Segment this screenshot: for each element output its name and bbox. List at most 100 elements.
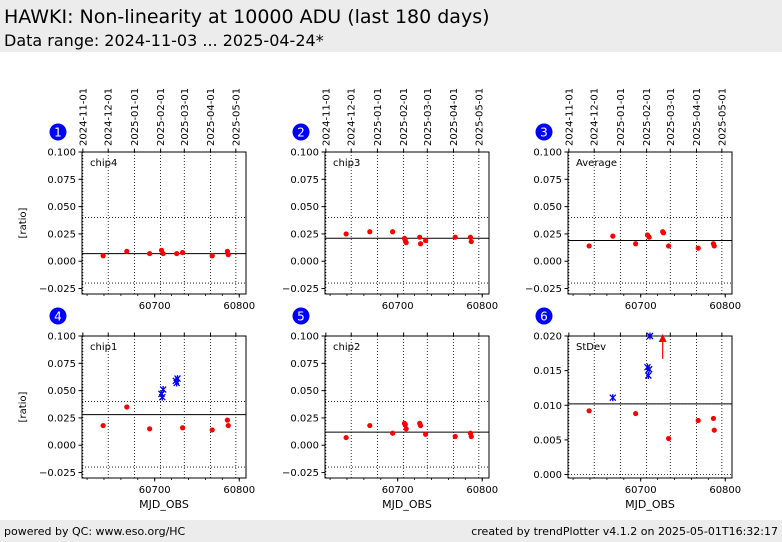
offscale-arrow-head [658, 334, 667, 342]
y-tick-label: −0.025 [282, 284, 319, 295]
x-tick-label: 60700 [139, 485, 171, 496]
data-point [695, 245, 701, 251]
y-tick-label: 0.020 [533, 332, 562, 343]
chart-panel-5: −0.025 0.000 0.025 0.050 0.075 0.100 60700 6080… [282, 307, 498, 511]
data-point [422, 237, 429, 244]
y-tick-label: 0.050 [47, 386, 76, 397]
plot-frame [324, 151, 490, 295]
data-point [711, 243, 717, 249]
x-axis-label: MJD_OBS [139, 498, 189, 511]
data-point [633, 241, 639, 247]
footer-bar: powered by QC: www.eso.org/HC created by… [0, 520, 782, 542]
y-tick-label: 0.000 [290, 441, 319, 452]
y-tick-label: 0.100 [533, 148, 562, 159]
data-point [225, 422, 231, 429]
data-point [124, 248, 130, 254]
y-tick-label: −0.025 [39, 284, 76, 295]
panel-number: 1 [54, 126, 62, 140]
panel-label: chip1 [90, 342, 117, 353]
date-tick-label: 2025-05-01 [717, 88, 728, 146]
date-tick-label: 2025-04-01 [206, 88, 217, 146]
y-tick-label: 0.000 [47, 441, 76, 452]
x-axis-label: MJD_OBS [382, 498, 432, 511]
data-point [224, 417, 231, 423]
panel-number: 4 [54, 310, 62, 324]
chart-panel-3: −0.025 0.000 0.025 0.050 0.075 0.100 60700 6080… [525, 88, 741, 312]
x-tick-label: 60700 [625, 301, 657, 312]
data-point [225, 252, 231, 258]
date-tick-label: 2025-01-01 [130, 88, 141, 146]
x-tick-label: 60800 [709, 485, 741, 496]
x-tick-label: 60800 [709, 301, 741, 312]
y-tick-label: 0.025 [290, 229, 319, 240]
plot-frame [567, 151, 733, 295]
chart-panel-1: −0.025 0.000 0.025 0.050 0.075 0.100 60700 6080… [18, 88, 255, 312]
y-tick-label: 0.000 [533, 470, 562, 481]
data-point [452, 234, 458, 240]
date-tick-label: 2025-05-01 [474, 88, 485, 146]
data-point-outlier [158, 393, 166, 401]
data-point [179, 249, 186, 256]
y-tick-label: 0.025 [47, 413, 76, 424]
data-point [695, 417, 701, 424]
panel-label: chip2 [333, 342, 360, 353]
chart-panel-4: −0.025 0.000 0.025 0.050 0.075 0.100 60700 6080… [18, 307, 255, 511]
y-tick-label: 0.000 [290, 257, 319, 268]
data-point [343, 231, 349, 237]
data-point [100, 253, 106, 259]
plot-frame [567, 335, 733, 479]
data-point [660, 230, 667, 236]
data-point-outlier [159, 386, 167, 394]
data-point [209, 253, 215, 259]
date-tick-label: 2025-01-01 [373, 88, 384, 146]
x-tick-label: 60700 [382, 301, 414, 312]
y-tick-label: 0.000 [533, 257, 562, 268]
plot-frame [81, 335, 247, 479]
data-point-outlier [174, 375, 181, 383]
date-tick-label: 2024-11-01 [78, 88, 89, 146]
y-tick-label: 0.050 [290, 386, 319, 397]
panel-label: chip3 [333, 158, 360, 169]
panel-number: 6 [540, 310, 548, 324]
x-tick-label: 60800 [223, 485, 255, 496]
y-tick-label: 0.075 [533, 175, 562, 186]
data-point [710, 415, 717, 422]
data-point [209, 427, 215, 433]
data-point [646, 234, 652, 240]
y-tick-label: 0.025 [533, 229, 562, 240]
data-point [665, 243, 672, 249]
x-tick-label: 60700 [139, 301, 171, 312]
data-point [452, 433, 458, 440]
panel-number-badge [49, 123, 67, 141]
date-tick-label: 2024-11-01 [564, 88, 575, 146]
data-point [100, 422, 106, 429]
panel-number-badge [292, 123, 310, 141]
date-tick-label: 2025-03-01 [423, 88, 434, 146]
data-point [160, 250, 166, 257]
chart-panel-2: −0.025 0.000 0.025 0.050 0.075 0.100 60700 6080… [282, 88, 498, 312]
panel-number-badge [535, 123, 553, 141]
data-point [468, 238, 474, 245]
data-point [367, 422, 373, 429]
x-tick-label: 60700 [625, 485, 657, 496]
data-point [147, 250, 153, 257]
data-point [174, 250, 180, 257]
panel-number-badge [292, 307, 310, 325]
y-tick-label: 0.050 [290, 202, 319, 213]
y-tick-label: 0.005 [533, 435, 562, 446]
y-tick-label: 0.100 [47, 332, 76, 343]
page-title: HAWKI: Non-linearity at 10000 ADU (last … [4, 6, 490, 28]
footer-credit: powered by QC: www.eso.org/HC [4, 525, 186, 538]
y-tick-label: 0.015 [533, 366, 562, 377]
data-point [179, 425, 186, 431]
data-point [468, 433, 474, 440]
y-axis-label: [ratio] [18, 391, 29, 422]
y-tick-label: −0.025 [525, 284, 562, 295]
data-point [633, 410, 639, 417]
data-point [467, 234, 474, 240]
data-point [390, 430, 396, 436]
date-tick-label: 2025-01-01 [616, 88, 627, 146]
y-tick-label: 0.000 [47, 257, 76, 268]
footer-generated: created by trendPlotter v4.1.2 on 2025-0… [471, 525, 778, 538]
panel-number-badge [535, 307, 553, 325]
